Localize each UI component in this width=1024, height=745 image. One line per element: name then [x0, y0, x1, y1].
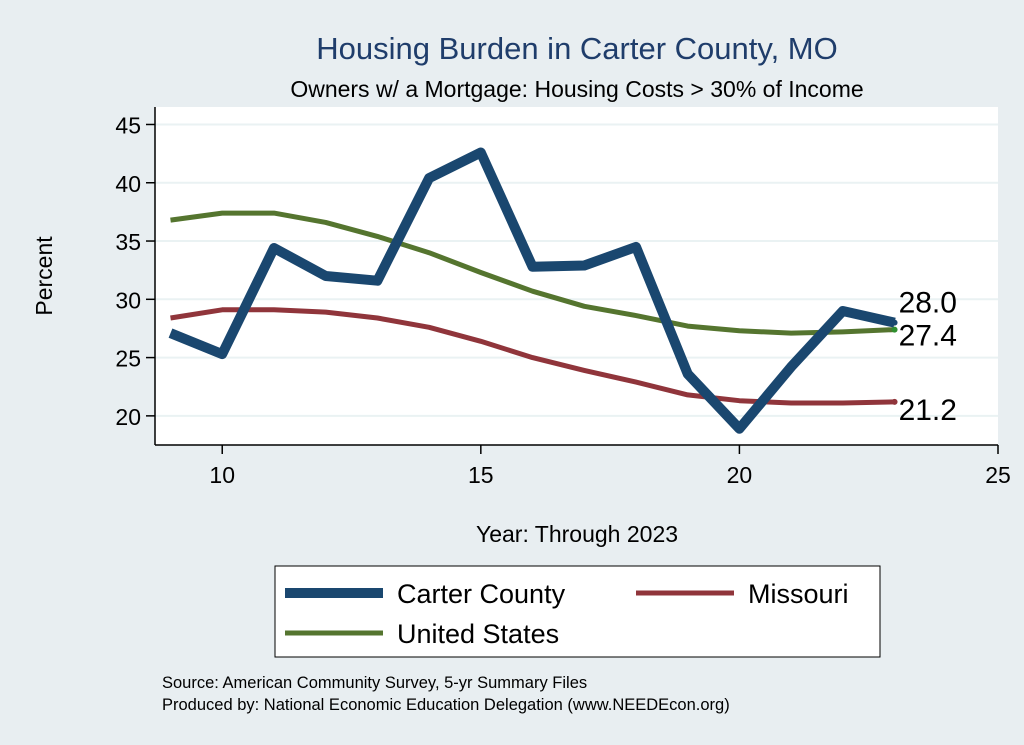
- y-tick-label-25: 25: [115, 346, 141, 372]
- x-tick-label-20: 20: [727, 462, 753, 488]
- source-note: Source: American Community Survey, 5-yr …: [162, 674, 587, 692]
- legend: Carter County Missouri United States: [274, 565, 881, 658]
- legend-label-missouri: Missouri: [748, 579, 849, 609]
- series-line-carter-county: [168, 147, 896, 434]
- y-axis-title: Percent: [31, 236, 57, 316]
- series-line-missouri: [170, 307, 895, 406]
- x-axis-title: Year: Through 2023: [476, 521, 678, 547]
- y-tick-label-30: 30: [115, 287, 141, 313]
- series-lines: [168, 147, 898, 434]
- end-labels: 28.0 21.2 27.4: [899, 287, 957, 427]
- end-label-carter-county: 28.0: [899, 287, 957, 320]
- legend-label-carter-county: Carter County: [397, 579, 566, 609]
- x-tick-label-10: 10: [209, 462, 235, 488]
- end-label-missouri: 21.2: [899, 394, 957, 427]
- axes: 20 25 30 35 40 45 10 15 20 25: [115, 107, 1011, 488]
- y-tick-label-45: 45: [115, 112, 141, 138]
- legend-label-united-states: United States: [397, 619, 559, 649]
- y-tick-label-40: 40: [115, 171, 141, 197]
- legend-box: [274, 565, 881, 658]
- x-tick-label-15: 15: [468, 462, 494, 488]
- y-tick-label-20: 20: [115, 404, 141, 430]
- y-tick-label-35: 35: [115, 229, 141, 255]
- end-point-missouri: [891, 398, 898, 405]
- chart-subtitle: Owners w/ a Mortgage: Housing Costs > 30…: [290, 76, 863, 102]
- series-line-united-states: [170, 210, 895, 336]
- gridlines: [155, 123, 998, 417]
- x-tick-label-25: 25: [985, 462, 1011, 488]
- end-label-united-states: 27.4: [899, 320, 957, 353]
- end-point-carter-county: [891, 319, 898, 326]
- produced-by-note: Produced by: National Economic Education…: [162, 696, 730, 714]
- end-point-united-states: [891, 326, 898, 333]
- chart-title: Housing Burden in Carter County, MO: [316, 31, 838, 66]
- plot-area: [155, 107, 998, 445]
